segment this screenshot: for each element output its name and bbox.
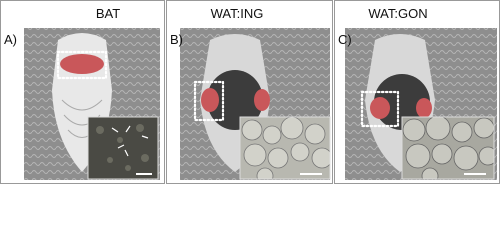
- panel-letter: C): [338, 32, 352, 47]
- selection-box: [193, 80, 225, 122]
- inset: [88, 117, 158, 179]
- tissue: [370, 97, 390, 119]
- panel-title: WAT:ING: [211, 6, 264, 21]
- panel-title: BAT: [96, 6, 120, 21]
- selection-box: [56, 50, 108, 80]
- panel-letter: A): [4, 32, 17, 47]
- figure: A) BAT B) WAT:ING: [0, 0, 500, 184]
- inset: [402, 117, 494, 179]
- panel-b: B) WAT:ING: [166, 0, 333, 184]
- panel-letter: B): [170, 32, 183, 47]
- panel-c: C) WAT:GON: [334, 0, 500, 184]
- selection-box: [360, 90, 400, 128]
- abdomen: [207, 70, 263, 130]
- inset: [240, 117, 330, 179]
- abdomen: [374, 74, 430, 130]
- tissue: [416, 98, 432, 118]
- tissue: [254, 89, 270, 111]
- panel-title: WAT:GON: [368, 6, 427, 21]
- tissue: [201, 88, 219, 112]
- panel-a: A) BAT: [0, 0, 165, 184]
- tissue: [60, 54, 104, 74]
